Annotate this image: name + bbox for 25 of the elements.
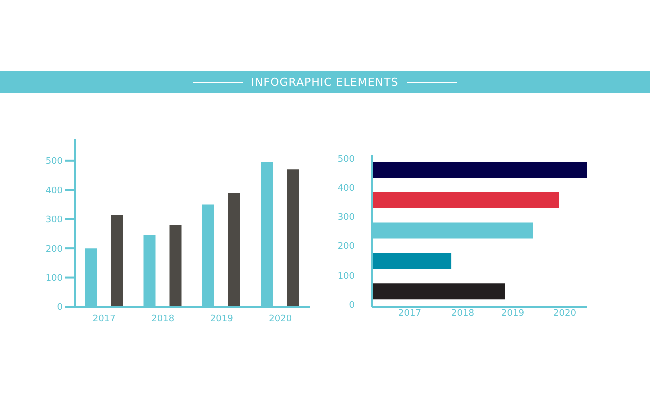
text: 0 [349,301,355,311]
y-tick-label: 400 [46,186,64,196]
y-tick-label: 500 [46,157,64,168]
bar [372,284,506,300]
x-tick-label: 2020 [269,314,292,324]
text: 500 [338,154,355,164]
y-tick-label: 0 [57,303,64,314]
y-tick-label: 200 [46,244,64,255]
text: 300 [338,213,355,224]
bar [372,162,587,178]
text: 400 [338,184,355,194]
bar [111,214,123,307]
y-tick-label: 300 [46,216,64,226]
y-tick-label: 100 [46,274,64,284]
x-tick-label: 2019 [210,314,234,324]
text: 200 [338,242,355,252]
bar [170,225,182,307]
bar [372,253,452,270]
bar [228,193,240,307]
bar [372,192,560,208]
bar [287,170,300,307]
chart-title: INFOGRAPHIC ELEMENTS [251,76,399,88]
x-tick-label: 2017 [92,314,116,324]
text: 100 [338,272,355,282]
x-tick-label: 2018 [152,314,175,324]
